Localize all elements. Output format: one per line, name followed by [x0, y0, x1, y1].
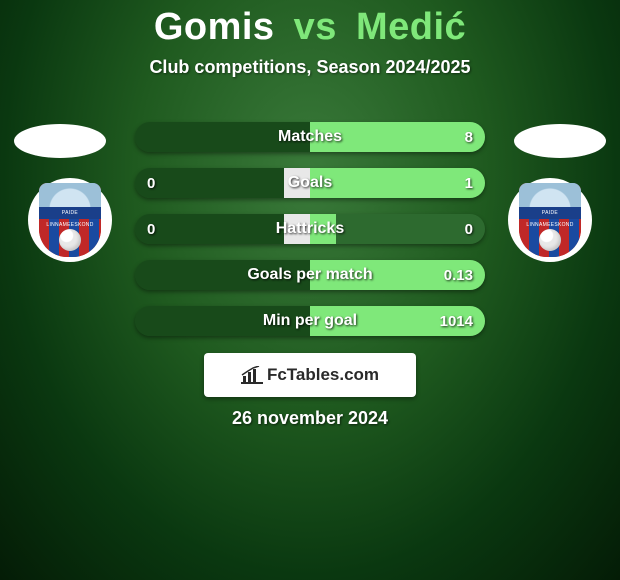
player2-name: Medić: [356, 6, 466, 48]
stat-row: Min per goal1014: [135, 306, 485, 336]
stats-bars: Matches8 Goals01 Hattricks00 Goals per matc…: [135, 122, 485, 352]
club-crest-icon: PAIDE LINNAMEESKOND: [519, 183, 581, 257]
vs-label: vs: [286, 6, 345, 48]
club-crest-icon: PAIDE LINNAMEESKOND: [39, 183, 101, 257]
player2-photo-placeholder: [514, 124, 606, 158]
comparison-infographic: Gomis vs Medić Club competitions, Season…: [0, 0, 620, 580]
player1-name: Gomis: [154, 6, 275, 48]
date-label: 26 november 2024: [0, 408, 620, 429]
page-title: Gomis vs Medić: [0, 0, 620, 49]
brand-text: FcTables.com: [267, 365, 379, 385]
brand-logo: FcTables.com: [204, 353, 416, 397]
stat-row: Goals per match0.13: [135, 260, 485, 290]
player1-photo-placeholder: [14, 124, 106, 158]
stat-row: Goals01: [135, 168, 485, 198]
stat-row: Hattricks00: [135, 214, 485, 244]
bar-chart-icon: [241, 366, 263, 384]
stat-row: Matches8: [135, 122, 485, 152]
subtitle: Club competitions, Season 2024/2025: [0, 57, 620, 78]
player1-club-badge: PAIDE LINNAMEESKOND: [28, 178, 112, 262]
player2-club-badge: PAIDE LINNAMEESKOND: [508, 178, 592, 262]
